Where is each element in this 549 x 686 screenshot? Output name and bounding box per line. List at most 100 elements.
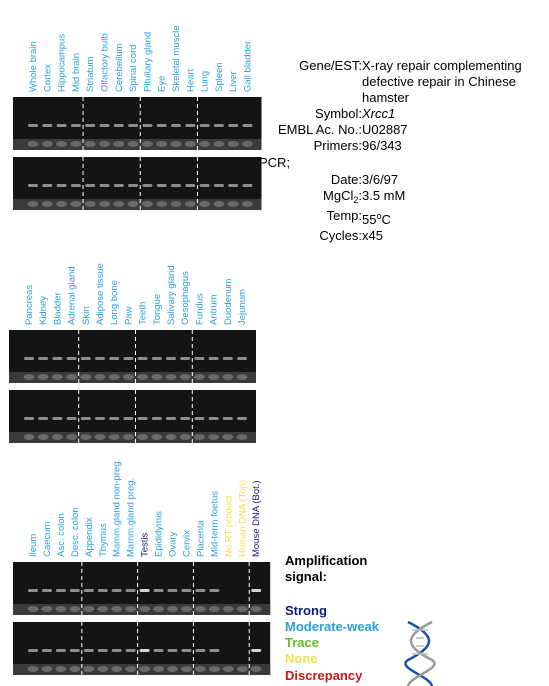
band [80,417,91,420]
band [97,649,108,652]
primer-dimer [80,434,92,440]
band [237,357,247,360]
band [83,589,94,592]
band [180,357,191,360]
gene-info: Gene/EST: X-ray repair complementing defe… [259,58,544,244]
lane-label: Mamm.gland preg. [126,478,137,557]
primer-dimer [51,374,63,380]
primer-dimer [170,201,182,207]
band [95,417,105,420]
primer-dimer [137,374,149,380]
info-value: x45 [362,228,540,244]
band [151,417,162,420]
band [66,417,77,420]
primer-dimer [165,374,177,380]
primer-dimer [193,374,205,380]
info-value: 96/343 [362,138,540,154]
band [242,124,253,127]
lane-label: Desc. colon [70,507,81,557]
text-run: 3/6/97 [362,172,399,187]
band [195,589,206,592]
band [251,649,262,652]
band [38,417,49,420]
primer-dimer [113,141,125,147]
band [111,649,122,652]
band [139,649,150,652]
primer-dimer [56,141,68,147]
band [199,184,210,187]
text-run: Cycles: [319,228,362,243]
lane-label: Salivary gland [166,265,177,325]
band [137,357,148,360]
band [213,184,224,187]
primer-dimer [84,141,96,147]
band [194,417,205,420]
info-label: Gene/EST: [259,58,362,106]
primer-dimer [242,201,253,207]
lane-label: Ileum [28,534,39,557]
legend: Amplification signal: Strong Moderate-weak… [285,553,379,684]
band [228,184,239,187]
band [180,417,191,420]
band [167,589,178,592]
primer-dimer [153,606,165,612]
band [151,357,162,360]
band [213,124,224,127]
primer-dimer [170,141,182,147]
band [185,184,196,187]
lane-label: Human DNA (Top) [237,480,248,557]
lane-label: Cortex [42,64,53,92]
primer-dimer [250,606,262,612]
info-value: 3/6/97 [362,172,540,188]
band [55,649,66,652]
primer-dimer [236,374,248,380]
text-run: Primers: [313,138,362,153]
lane-label: Mid-term foetus [209,491,220,557]
info-label: Cycles: [259,228,362,244]
band [80,357,91,360]
band [156,184,167,187]
primer-dimer [27,666,39,672]
primer-dimer [208,666,220,672]
primer-dimer [108,374,120,380]
primer-dimer [111,606,123,612]
band [208,417,219,420]
info-label: Date: [259,172,362,188]
primer-dimer [125,666,137,672]
band [181,649,192,652]
primer-dimer [208,374,220,380]
primer-dimer [41,666,53,672]
primer-dimer [184,141,196,147]
primer-dimer [84,201,96,207]
primer-dimer [37,434,49,440]
band [24,357,34,360]
text-run: 55 [362,212,377,227]
text-run: Temp: [326,208,362,223]
lane-label: Spinal cord [128,44,139,92]
band [153,649,164,652]
lane-label: Jejunum [237,289,248,325]
band [111,589,122,592]
band [166,357,176,360]
lane-label: Adrenal gland [67,266,78,325]
text-run: o [376,211,382,221]
text-run: x45 [362,228,383,243]
text-run: Symbol: [315,106,362,121]
primer-dimer [199,141,211,147]
band [28,589,38,592]
primer-dimer [27,141,39,147]
band [208,357,219,360]
primer-dimer [227,141,239,147]
info-label: EMBL Ac. No.: [259,122,362,138]
band [42,184,53,187]
primer-dimer [213,201,225,207]
band [167,649,178,652]
primer-dimer [27,606,39,612]
lane-label: Lung [200,71,211,92]
lane-label: Antrum [209,294,220,325]
primer-dimer [222,434,234,440]
band [209,589,220,592]
legend-title: Amplification signal: [285,553,368,585]
band [38,357,49,360]
